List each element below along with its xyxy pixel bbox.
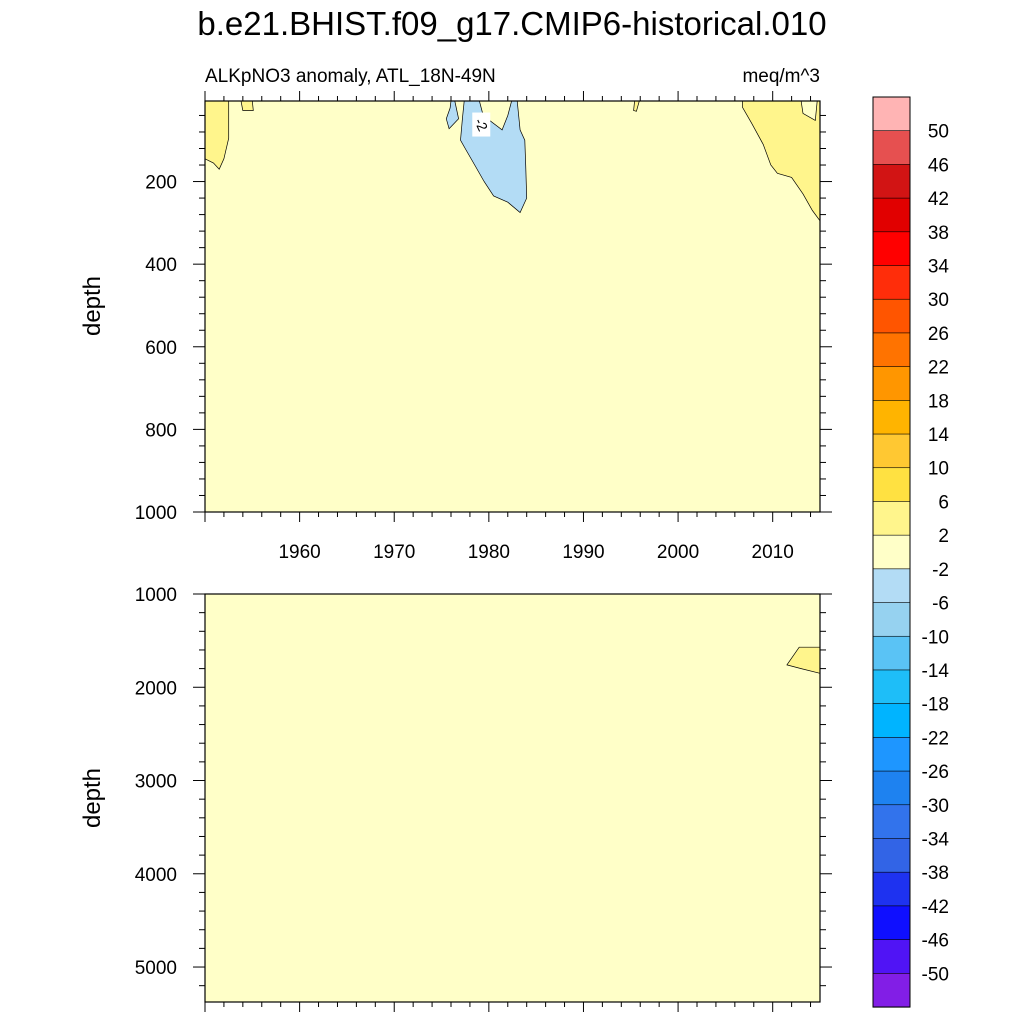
panel-frame (204, 100, 821, 513)
colorbar-swatch (872, 972, 911, 1008)
panel-fill (205, 594, 820, 1002)
y-axis-label: depth (79, 276, 106, 336)
colorbar-swatch (872, 838, 911, 873)
colorbar-label: 26 (928, 324, 949, 345)
y-tick-label: 1000 (135, 585, 177, 606)
colorbar-label: 22 (928, 358, 949, 379)
colorbar-swatch (872, 400, 911, 435)
x-tick-label: 1980 (468, 542, 510, 563)
colorbar: 50 46 42 38 34 30 26 22 18 14 10 6 2 -2 -6 -10 -14 -18 -22… (872, 96, 950, 1008)
colorbar-swatch (872, 871, 911, 907)
colorbar-label: 46 (928, 155, 949, 176)
colorbar-label: -46 (922, 931, 949, 952)
x-tick-label: 2000 (657, 542, 699, 563)
colorbar-swatch (872, 265, 911, 300)
colorbar-swatch (872, 669, 911, 705)
x-tick-label: 2010 (752, 542, 794, 563)
colorbar-label: -14 (922, 661, 950, 682)
colorbar-label: 2 (938, 526, 949, 547)
colorbar-label: 34 (928, 257, 950, 278)
y-tick-label: 4000 (135, 865, 177, 886)
colorbar-label: 10 (928, 459, 949, 480)
chart-units-label: meq/m^3 (742, 66, 820, 87)
colorbar-swatch (872, 939, 911, 974)
contour-label-bg (472, 112, 491, 137)
colorbar-label: -10 (922, 627, 949, 648)
colorbar-swatch (872, 635, 911, 671)
colorbar-label: 18 (928, 391, 949, 412)
colorbar-swatch (872, 231, 911, 267)
positive-anomaly-left (204, 100, 230, 170)
colorbar-swatch (872, 770, 911, 806)
colorbar-label: -6 (932, 594, 949, 615)
y-tick-label: 1000 (135, 503, 177, 524)
y-tick-label: 2000 (135, 678, 177, 699)
x-tick-label: 1990 (562, 542, 604, 563)
colorbar-label: -38 (922, 863, 949, 884)
colorbar-swatch (872, 534, 911, 570)
colorbar-label: 14 (928, 425, 950, 446)
colorbar-label: 30 (928, 290, 949, 311)
colorbar-label: -26 (922, 762, 949, 783)
colorbar-label: 38 (928, 223, 949, 244)
colorbar-label: 50 (928, 122, 949, 143)
colorbar-swatch (872, 905, 911, 941)
colorbar-label: 42 (928, 189, 949, 210)
colorbar-label: -22 (922, 728, 949, 749)
y-tick-label: 3000 (135, 772, 177, 793)
colorbar-swatch (872, 467, 911, 503)
positive-anomaly-small (240, 100, 254, 111)
y-tick-label: 400 (145, 255, 177, 276)
lower-panel: 1000 2000 3000 4000 5000 depth (79, 585, 832, 1012)
colorbar-swatch (872, 298, 911, 334)
y-tick-label: 5000 (135, 958, 177, 979)
colorbar-swatch (872, 197, 911, 233)
positive-anomaly-right (742, 100, 821, 222)
x-tick-label: 1970 (373, 542, 415, 563)
colorbar-label: -30 (922, 796, 949, 817)
colorbar-label: -50 (922, 964, 949, 985)
x-tick-label: 1960 (278, 542, 320, 563)
colorbar-swatch (872, 501, 911, 536)
panel-frame (204, 593, 821, 1003)
colorbar-label: 6 (938, 492, 949, 513)
colorbar-swatch (872, 433, 911, 469)
y-tick-label: 600 (145, 338, 177, 359)
colorbar-label: -34 (922, 830, 950, 851)
colorbar-label: -2 (932, 560, 949, 581)
colorbar-swatch (872, 332, 911, 368)
colorbar-swatch (872, 804, 911, 840)
y-tick-label: 200 (145, 173, 177, 194)
chart-subtitle-left: ALKpNO3 anomaly, ATL_18N-49N (205, 66, 496, 87)
colorbar-swatch (872, 96, 911, 132)
colorbar-swatch (872, 164, 911, 199)
y-tick-label: 800 (145, 420, 177, 441)
colorbar-frame (872, 96, 911, 1008)
colorbar-label: -18 (922, 695, 949, 716)
colorbar-swatch (872, 602, 911, 637)
colorbar-swatch (872, 703, 911, 738)
colorbar-swatch (872, 366, 911, 401)
y-axis-label: depth (79, 768, 106, 828)
chart-title: b.e21.BHIST.f09_g17.CMIP6-historical.010 (197, 5, 826, 42)
colorbar-swatch (872, 130, 911, 165)
colorbar-swatch (872, 568, 911, 604)
colorbar-swatch (872, 737, 911, 772)
colorbar-label: -42 (922, 897, 949, 918)
